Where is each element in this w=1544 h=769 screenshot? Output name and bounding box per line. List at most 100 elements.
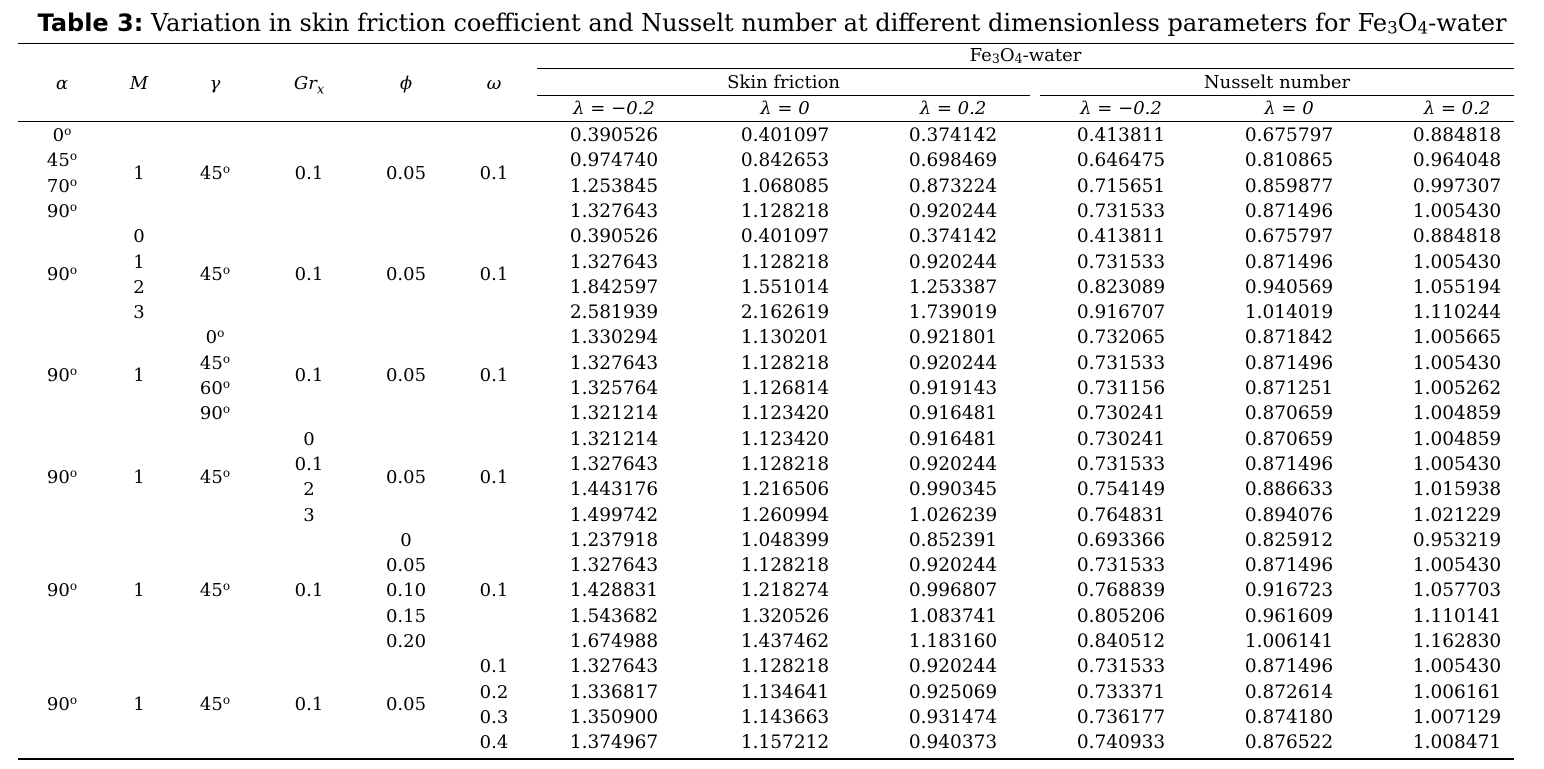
data-cell: 0.675797 bbox=[1244, 125, 1334, 146]
data-cell: 1.123420 bbox=[740, 403, 830, 425]
data-cell: 0.870659 bbox=[1244, 403, 1334, 425]
data-cell: 0.754149 bbox=[1076, 479, 1166, 501]
data-cell: 0.940569 bbox=[1244, 276, 1334, 298]
data-cell: 1.005430 bbox=[1412, 251, 1502, 273]
data-cell: 1.327643 bbox=[569, 453, 659, 475]
data-cell: 1.499742 bbox=[569, 504, 659, 526]
data-cell: 0.920244 bbox=[908, 251, 998, 273]
data-cell: 1.123420 bbox=[740, 428, 830, 450]
data-cell: 0.731533 bbox=[1076, 251, 1166, 273]
group-title: Fe3O4-water bbox=[969, 45, 1082, 66]
data-cell: 1.437462 bbox=[740, 631, 830, 652]
data-cell: 1.237918 bbox=[569, 529, 659, 551]
data-cell: 1.157212 bbox=[740, 732, 830, 754]
col-header-alpha: α bbox=[55, 73, 69, 94]
data-cell: 1.128218 bbox=[740, 352, 830, 374]
param-alpha: 90o bbox=[46, 465, 78, 488]
data-cell: 1.336817 bbox=[569, 681, 659, 703]
data-cell: 0.871251 bbox=[1244, 378, 1334, 399]
header-bottom-rule bbox=[18, 121, 1514, 122]
nusselt-header: Nusselt number bbox=[1203, 72, 1351, 93]
data-cell: 0.675797 bbox=[1244, 226, 1334, 248]
data-cell: 0.871842 bbox=[1244, 327, 1334, 349]
data-cell: 1.543682 bbox=[569, 605, 659, 627]
data-cell: 0.964048 bbox=[1412, 150, 1502, 172]
param-phi: 0.05 bbox=[385, 694, 427, 716]
data-cell: 1.374967 bbox=[569, 732, 659, 754]
data-cell: 0.871496 bbox=[1244, 352, 1334, 374]
data-cell: 0.693366 bbox=[1076, 529, 1166, 551]
data-cell: 1.327643 bbox=[569, 656, 659, 678]
param-M: 3 bbox=[133, 302, 145, 324]
data-cell: 0.916481 bbox=[908, 403, 998, 425]
data-cell: 0.925069 bbox=[908, 681, 998, 703]
data-cell: 1.128218 bbox=[740, 656, 830, 678]
data-cell: 1.327643 bbox=[569, 251, 659, 273]
param-gamma: 45o bbox=[199, 263, 231, 286]
data-cell: 0.920244 bbox=[908, 200, 998, 222]
data-cell: 0.920244 bbox=[908, 352, 998, 374]
data-cell: 1.321214 bbox=[569, 428, 659, 450]
data-cell: 0.931474 bbox=[908, 706, 998, 728]
caption-text: Variation in skin friction coefficient a… bbox=[151, 9, 1507, 38]
data-cell: 1.128218 bbox=[740, 251, 830, 273]
group-rule bbox=[537, 68, 1514, 69]
skin-friction-header: Skin friction bbox=[727, 72, 840, 93]
data-cell: 0.920244 bbox=[908, 453, 998, 475]
data-cell: 0.646475 bbox=[1076, 150, 1166, 172]
data-cell: 1.021229 bbox=[1412, 504, 1502, 526]
data-cell: 0.730241 bbox=[1076, 403, 1166, 425]
param-alpha: 90o bbox=[46, 263, 78, 286]
param-phi: 0.20 bbox=[385, 631, 427, 652]
data-cell: 1.428831 bbox=[569, 580, 659, 602]
data-cell: 1.005430 bbox=[1412, 656, 1502, 678]
data-cell: 0.870659 bbox=[1244, 428, 1334, 450]
data-cell: 1.320526 bbox=[740, 605, 830, 627]
param-M: 1 bbox=[133, 466, 145, 488]
data-cell: 1.134641 bbox=[740, 681, 830, 703]
data-cell: 1.126814 bbox=[740, 378, 830, 399]
data-cell: 1.443176 bbox=[569, 479, 659, 501]
param-gr: 0.1 bbox=[294, 365, 324, 387]
data-cell: 0.996807 bbox=[908, 580, 998, 602]
data-cell: 0.401097 bbox=[740, 226, 830, 248]
param-phi: 0.05 bbox=[385, 466, 427, 488]
data-cell: 0.859877 bbox=[1244, 175, 1334, 197]
data-cell: 0.874180 bbox=[1244, 706, 1334, 728]
param-omega: 0.4 bbox=[479, 732, 509, 754]
param-alpha: 0o bbox=[52, 124, 72, 146]
data-cell: 1.005665 bbox=[1412, 327, 1502, 349]
data-cell: 1.253387 bbox=[908, 276, 998, 298]
param-gr: 2 bbox=[303, 479, 315, 501]
lambda-header-5: λ = 0.2 bbox=[1423, 98, 1491, 119]
param-phi: 0.15 bbox=[385, 605, 427, 627]
param-gr: 0.1 bbox=[294, 580, 324, 602]
param-gamma: 45o bbox=[199, 579, 231, 602]
data-cell: 0.715651 bbox=[1076, 175, 1166, 197]
data-cell: 0.413811 bbox=[1076, 226, 1166, 248]
subgroup-rule-skin bbox=[537, 95, 1030, 96]
data-cell: 0.871496 bbox=[1244, 453, 1334, 475]
param-phi: 0.05 bbox=[385, 555, 427, 577]
data-cell: 0.852391 bbox=[908, 529, 998, 551]
data-cell: 1.128218 bbox=[740, 453, 830, 475]
data-cell: 1.110244 bbox=[1412, 302, 1502, 324]
lambda-header-4: λ = 0 bbox=[1264, 98, 1314, 119]
col-header-gr: Grx bbox=[293, 73, 325, 98]
data-cell: 0.873224 bbox=[908, 175, 998, 197]
param-omega: 0.1 bbox=[479, 580, 509, 602]
param-gamma: 45o bbox=[199, 351, 231, 374]
data-cell: 1.068085 bbox=[740, 175, 830, 197]
data-cell: 0.733371 bbox=[1076, 681, 1166, 703]
param-alpha: 45o bbox=[46, 149, 78, 172]
param-gr: 0.1 bbox=[294, 694, 324, 716]
param-omega: 0.1 bbox=[479, 162, 509, 184]
data-cell: 0.871496 bbox=[1244, 251, 1334, 273]
data-cell: 0.731156 bbox=[1076, 378, 1166, 399]
param-omega: 0.1 bbox=[479, 466, 509, 488]
param-gamma: 45o bbox=[199, 465, 231, 488]
param-M: 2 bbox=[133, 276, 145, 298]
data-cell: 1.057703 bbox=[1412, 580, 1502, 602]
param-phi: 0.05 bbox=[385, 365, 427, 387]
data-cell: 0.886633 bbox=[1244, 479, 1334, 501]
